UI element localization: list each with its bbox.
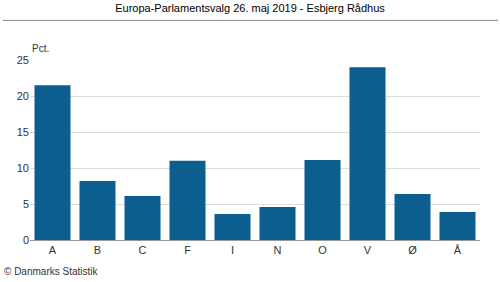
svg-text:© Danmarks Statistik: © Danmarks Statistik xyxy=(4,266,99,277)
svg-text:5: 5 xyxy=(23,198,29,210)
svg-text:V: V xyxy=(364,244,372,256)
svg-text:Europa-Parlamentsvalg 26. maj: Europa-Parlamentsvalg 26. maj 2019 - Esb… xyxy=(115,2,385,14)
svg-text:Å: Å xyxy=(454,244,462,256)
svg-text:B: B xyxy=(94,244,101,256)
svg-text:15: 15 xyxy=(17,126,29,138)
svg-text:0: 0 xyxy=(23,234,29,246)
svg-text:20: 20 xyxy=(17,90,29,102)
svg-text:O: O xyxy=(318,244,327,256)
svg-text:Pct.: Pct. xyxy=(32,43,49,54)
svg-text:25: 25 xyxy=(17,54,29,66)
svg-text:10: 10 xyxy=(17,162,29,174)
svg-text:F: F xyxy=(184,244,191,256)
svg-text:C: C xyxy=(139,244,147,256)
svg-text:Ø: Ø xyxy=(408,244,417,256)
svg-text:I: I xyxy=(231,244,234,256)
svg-text:A: A xyxy=(49,244,57,256)
svg-text:N: N xyxy=(274,244,282,256)
